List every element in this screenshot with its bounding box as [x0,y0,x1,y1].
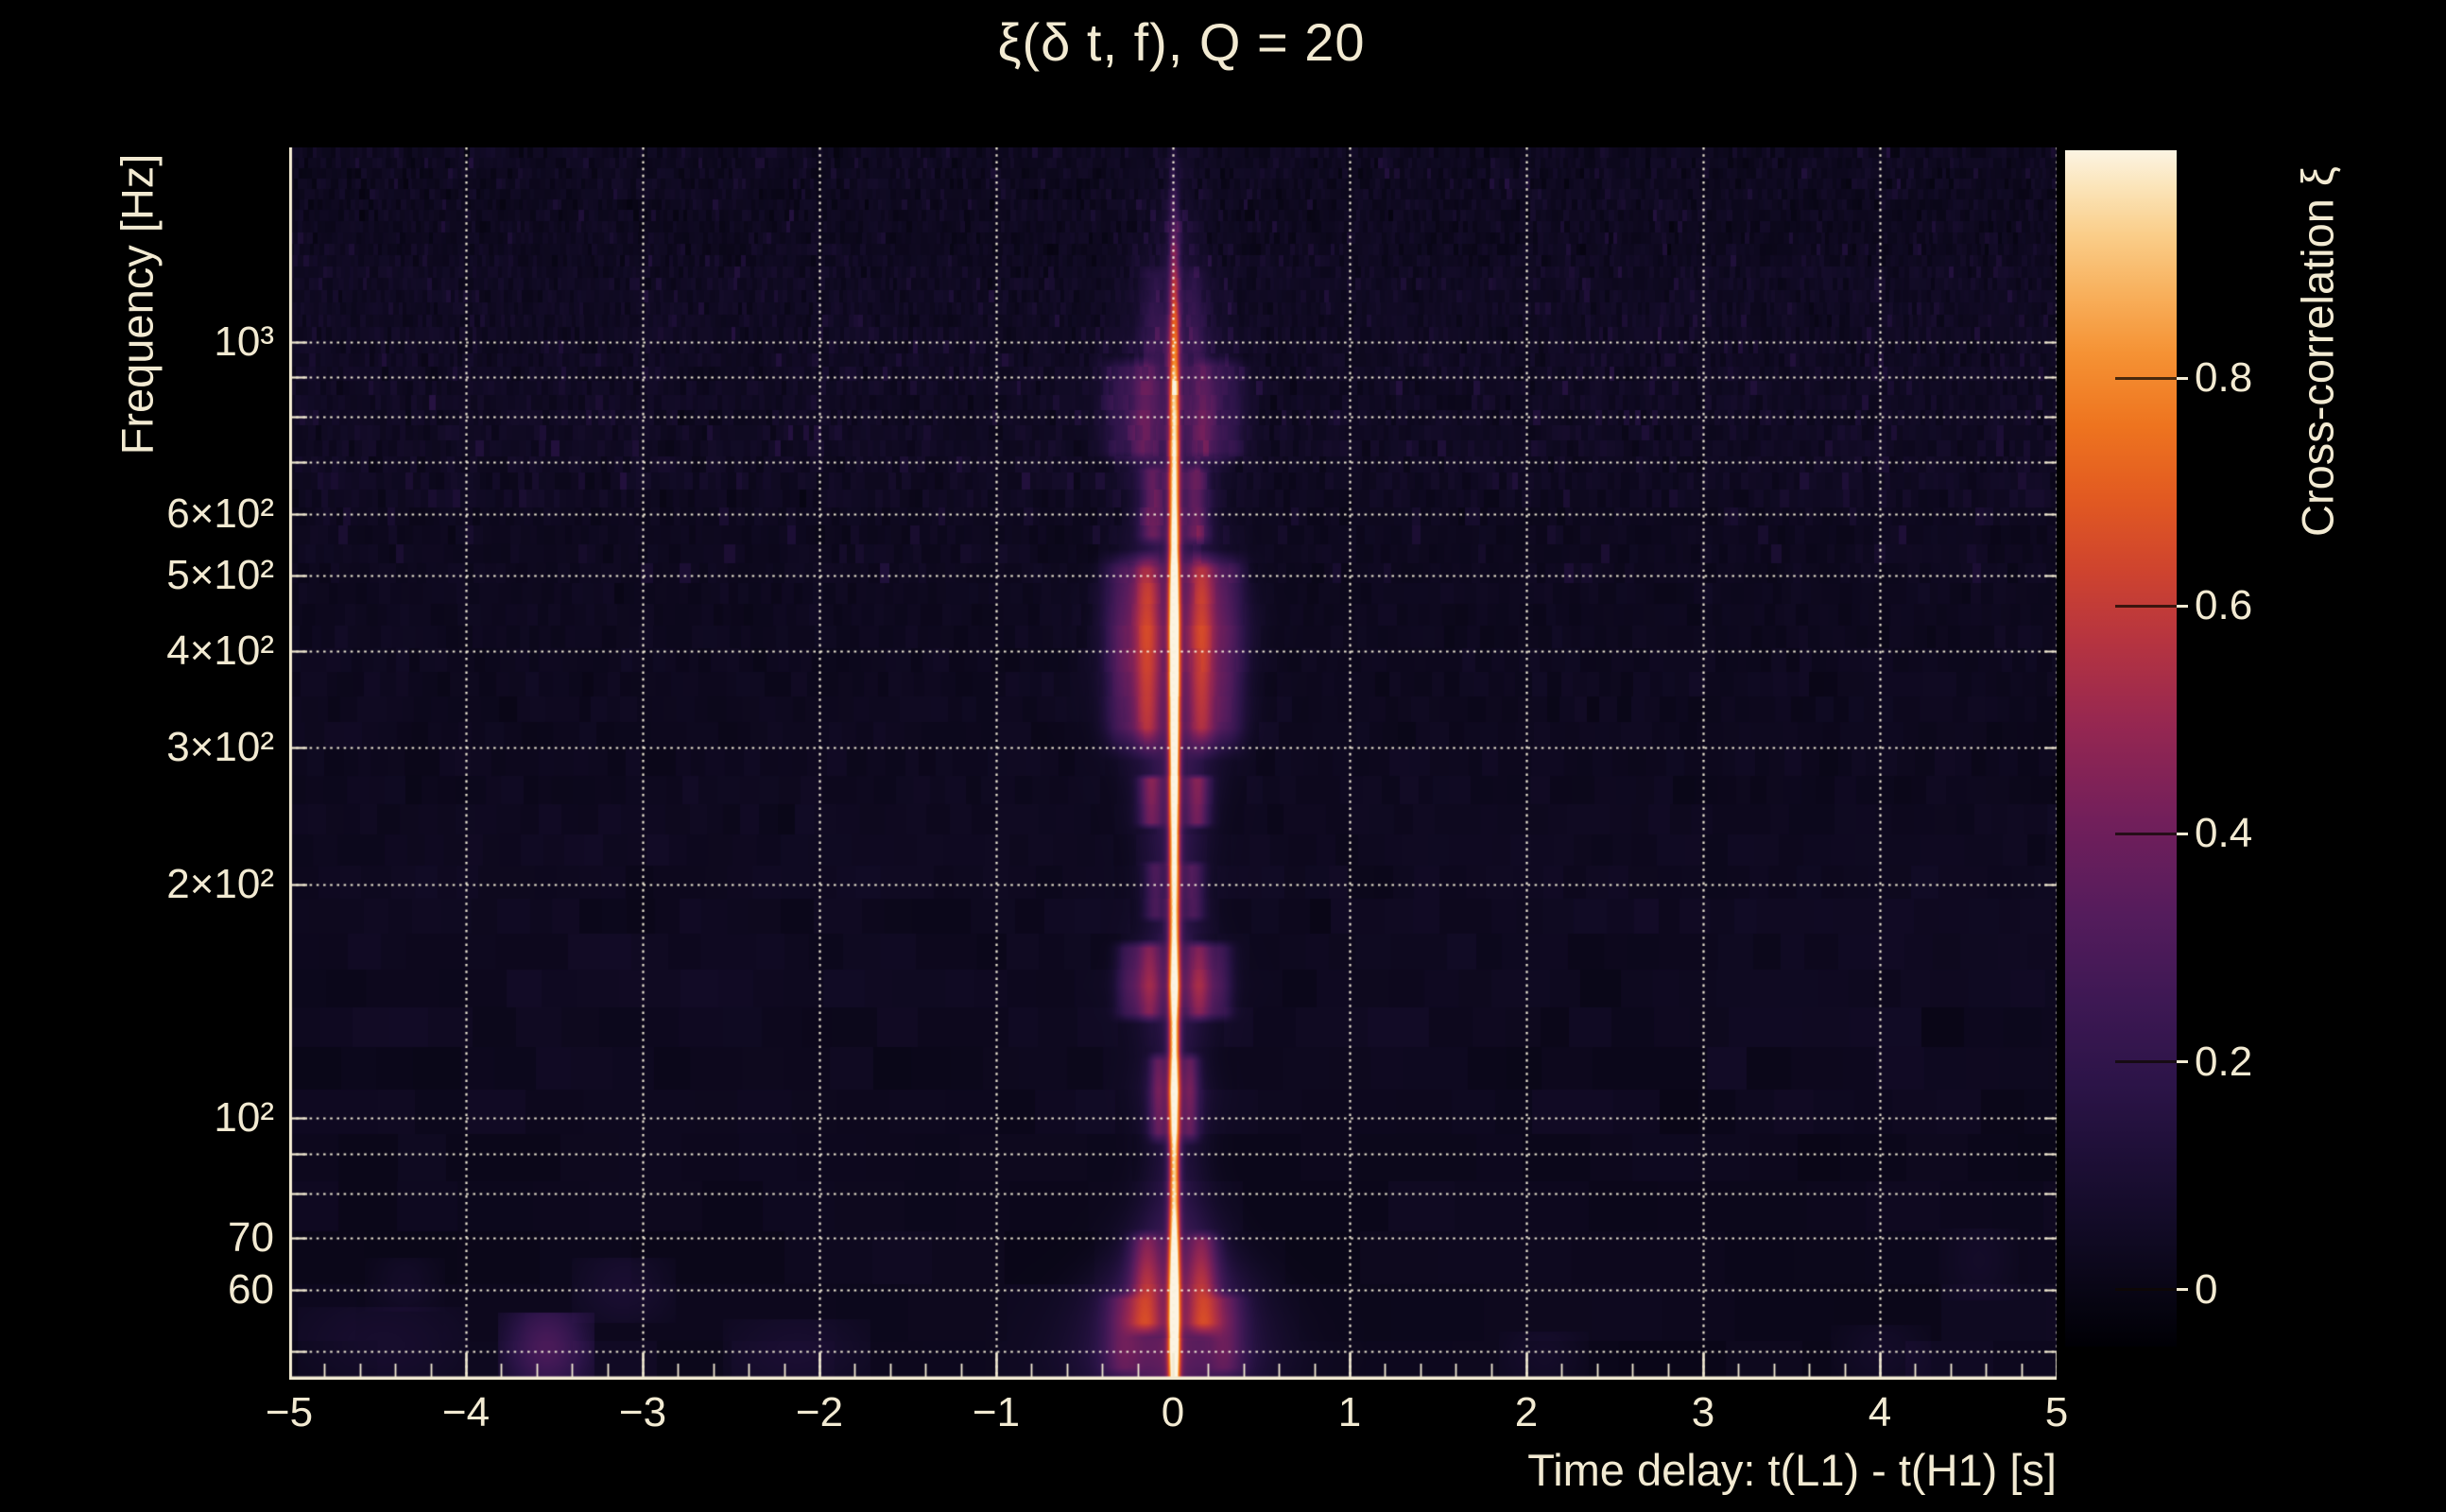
y-tick-label: 10³ [214,318,274,365]
colorbar [2065,150,2188,1347]
colorbar-tick-nub [2177,604,2188,608]
x-axis-label: Time delay: t(L1) - t(H1) [s] [1527,1445,2057,1495]
colorbar-tick-label: 0.4 [2195,810,2253,857]
y-tick-label: 5×10² [166,551,274,598]
colorbar-tick [2115,1288,2177,1292]
x-tick-label: 2 [1514,1389,1539,1435]
colorbar-tick-label: 0.2 [2195,1038,2253,1085]
x-tick-label: 1 [1337,1389,1362,1435]
y-tick-label: 4×10² [166,627,274,674]
y-tick-label: 3×10² [166,724,274,771]
y-axis-label: Frequency [Hz] [112,153,163,455]
colorbar-tick-label: 0 [2195,1265,2218,1313]
y-tick-label: 10² [214,1094,274,1141]
colorbar-tick-nub [2177,376,2188,380]
y-tick-label: 70 [228,1214,274,1262]
colorbar-tick-label: 0.8 [2195,354,2253,402]
x-tick-label: −5 [265,1389,314,1435]
x-tick-label: −3 [618,1389,667,1435]
y-tick-label: 60 [228,1266,274,1314]
colorbar-tick-nub [2177,1060,2188,1064]
x-tick-label: −1 [972,1389,1021,1435]
colorbar-tick [2115,604,2177,608]
colorbar-tick [2115,376,2177,380]
x-tick-label: 5 [2044,1389,2069,1435]
colorbar-gradient [2065,150,2177,1347]
x-tick-label: −4 [441,1389,491,1435]
spectrogram-canvas [289,147,2057,1380]
y-tick-label: 2×10² [166,860,274,907]
colorbar-tick-nub [2177,832,2188,835]
colorbar-tick [2115,1060,2177,1064]
x-tick-label: 0 [1161,1389,1185,1435]
plot-title: ξ(δ t, f), Q = 20 [997,12,1366,72]
x-tick-label: 4 [1868,1389,1892,1435]
x-tick-label: 3 [1691,1389,1715,1435]
colorbar-label: Cross-correlation ξ [2292,166,2343,537]
x-tick-label: −2 [795,1389,844,1435]
colorbar-tick-label: 0.6 [2195,582,2253,629]
colorbar-tick [2115,832,2177,835]
colorbar-tick-nub [2177,1288,2188,1292]
y-tick-label: 6×10² [166,490,274,537]
